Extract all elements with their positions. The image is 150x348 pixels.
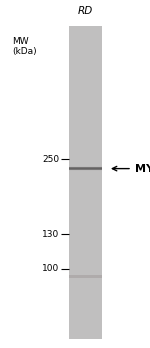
Text: RD: RD [78,6,93,16]
Bar [69,26,102,339]
Bar [69,275,102,278]
Text: 100: 100 [42,264,59,273]
Text: 250: 250 [42,155,59,164]
Bar [69,167,102,170]
Text: MYH1: MYH1 [135,164,150,174]
Text: 130: 130 [42,230,59,239]
Text: MW
(kDa): MW (kDa) [12,37,37,56]
